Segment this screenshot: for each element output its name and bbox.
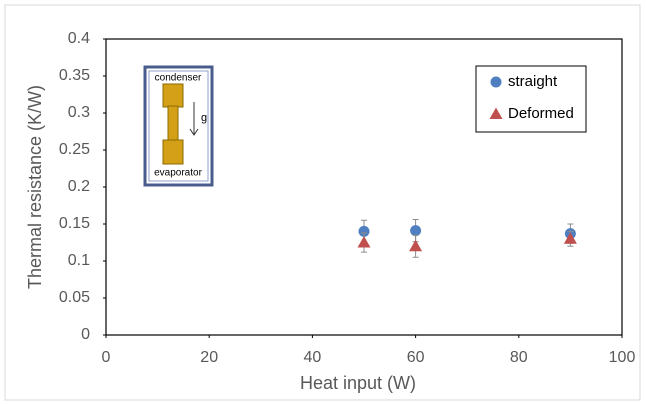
legend-label: straight [508,73,558,90]
condenser-block [162,83,184,108]
data-point [410,225,422,237]
x-tick-label: 40 [304,349,322,366]
y-tick-label: 0.25 [59,141,90,158]
y-tick-label: 0.2 [68,178,90,195]
y-tick-label: 0.1 [68,252,90,269]
x-axis-title: Heat input (W) [300,373,416,393]
data-point [563,232,577,244]
y-tick-label: 0.35 [59,67,90,84]
data-point [358,225,370,237]
y-tick-label: 0.15 [59,215,90,232]
evaporator-block [162,139,184,165]
legend-marker [490,76,502,88]
adiabatic-section [167,105,179,142]
y-tick-label: 0 [81,326,90,343]
chart-frame [4,4,641,401]
data-point [409,239,423,252]
x-tick-label: 100 [609,349,636,366]
x-tick-label: 80 [510,349,528,366]
gravity-label: g [201,112,207,124]
condenser-label: condenser [155,73,202,84]
x-tick-label: 0 [102,349,111,366]
x-tick-label: 20 [200,349,218,366]
y-tick-label: 0.3 [68,104,90,121]
evaporator-label: evaporator [154,168,202,179]
inset-inner-frame [148,70,209,182]
y-tick-label: 0.4 [68,30,90,47]
gravity-arrowhead [189,128,199,136]
data-point [357,236,371,248]
y-tick-label: 0.05 [59,289,90,306]
y-axis-title: Thermal resistance (K/W) [25,85,45,289]
x-tick-label: 60 [407,349,425,366]
inset-diagram: condenser g evaporator [143,65,214,187]
legend-marker [489,107,503,119]
legend-label: Deformed [508,105,574,122]
